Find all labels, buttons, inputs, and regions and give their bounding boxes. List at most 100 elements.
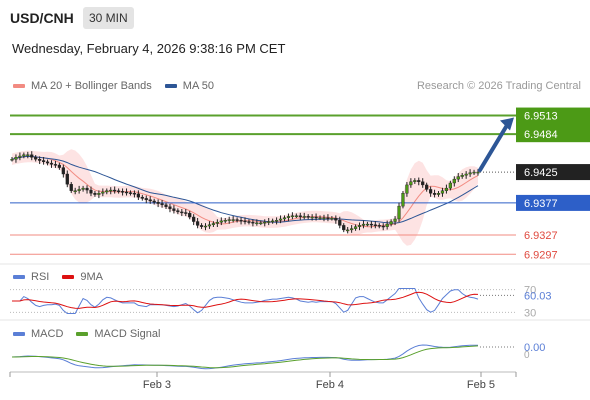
candle-body [176,210,180,213]
candle-body [140,196,144,199]
candle-body [456,176,460,180]
candle-body [65,173,69,185]
candle-body [255,222,259,225]
candle-body [207,224,212,227]
candle-body [436,193,441,195]
timeframe-badge[interactable]: 30 MIN [83,7,134,29]
last-price-label: 6.9425 [524,167,558,179]
candle-body [365,223,370,226]
candle-body [417,180,421,182]
level-label: 6.9297 [524,249,558,261]
candle-body [357,225,362,227]
candle-body [425,184,429,190]
candle-body [97,193,101,195]
candle-body [385,223,389,227]
candle-body [413,180,417,182]
candle-body [464,173,468,176]
candle-body [41,160,46,162]
candle-body [10,159,14,161]
candle-body [61,167,65,175]
candle-body [247,221,251,223]
candle-body [298,215,302,217]
candle-body [271,220,275,223]
candle-body [472,171,476,174]
candle-body [219,220,223,223]
candle-body [353,226,358,229]
forecast-arrow [478,121,510,173]
candle-body [393,218,397,222]
macd-signal-legend-label: MACD Signal [94,328,161,340]
ma50-swatch [164,84,177,88]
macd-signal-swatch [76,332,89,336]
level-label: 6.9513 [524,111,558,123]
candle-body [152,200,156,203]
candle-body [452,178,456,184]
candle-body [286,216,291,218]
macd-signal-line [12,345,479,369]
rsi-tick-label: 70 [524,285,536,297]
candle-body [397,205,401,220]
candle-body [346,229,350,232]
candle-body [294,215,298,217]
candle-body [77,189,81,191]
candle-body [113,189,117,192]
candle-body [172,208,176,211]
candle-body [136,193,140,198]
candle-body [239,220,243,222]
symbol-title: USD/CNH [10,10,74,26]
candle-body [302,216,306,218]
x-tick-label: Feb 5 [467,379,495,391]
rsi-ma-swatch [62,275,75,279]
resistance-label-box [516,107,590,143]
candle-body [227,219,231,221]
candle-body [85,187,89,191]
macd-value-label: 0.00 [524,342,545,354]
candle-body [30,154,34,158]
research-credit: Research © 2026 Trading Central [416,80,581,92]
candle-body [168,206,172,209]
candle-body [259,222,263,225]
candle-body [109,189,113,192]
candle-body [421,181,425,186]
forecast-arrowhead [500,117,514,131]
candle-body [326,217,330,219]
candle-body [318,217,322,219]
rsi-ma-line [12,291,479,309]
candle-body [89,189,93,194]
candle-body [409,181,413,186]
candle-body [124,191,129,194]
candle-body [215,221,219,224]
candle-body [120,191,125,193]
candle-body [93,193,97,195]
candle-body [14,157,18,160]
candle-body [274,220,279,222]
level-label: 6.9377 [524,198,558,210]
candle-body [49,162,54,165]
candle-body [26,154,30,156]
candle-body [180,211,184,214]
level-label: 6.9484 [524,129,558,141]
candle-body [267,221,271,223]
candle-body [334,218,338,221]
candle-body [476,171,480,174]
candle-body [196,221,200,226]
candle-body [448,182,452,189]
candle-body [369,223,373,226]
candle-body [235,219,239,221]
candle-body [156,202,160,204]
candle-body [192,216,196,222]
candle-body [69,184,73,191]
pivot-label-box [516,194,590,211]
candle-body [290,215,294,217]
ma20-swatch [13,84,25,88]
candle-body [81,187,85,190]
candle-body [263,221,267,224]
candle-body [381,225,385,228]
candle-body [377,225,381,227]
rsi-tick-label: 30 [524,307,536,319]
candle-body [361,223,366,226]
candle-body [231,219,235,221]
candle-body [314,216,318,219]
candle-body [128,192,133,194]
